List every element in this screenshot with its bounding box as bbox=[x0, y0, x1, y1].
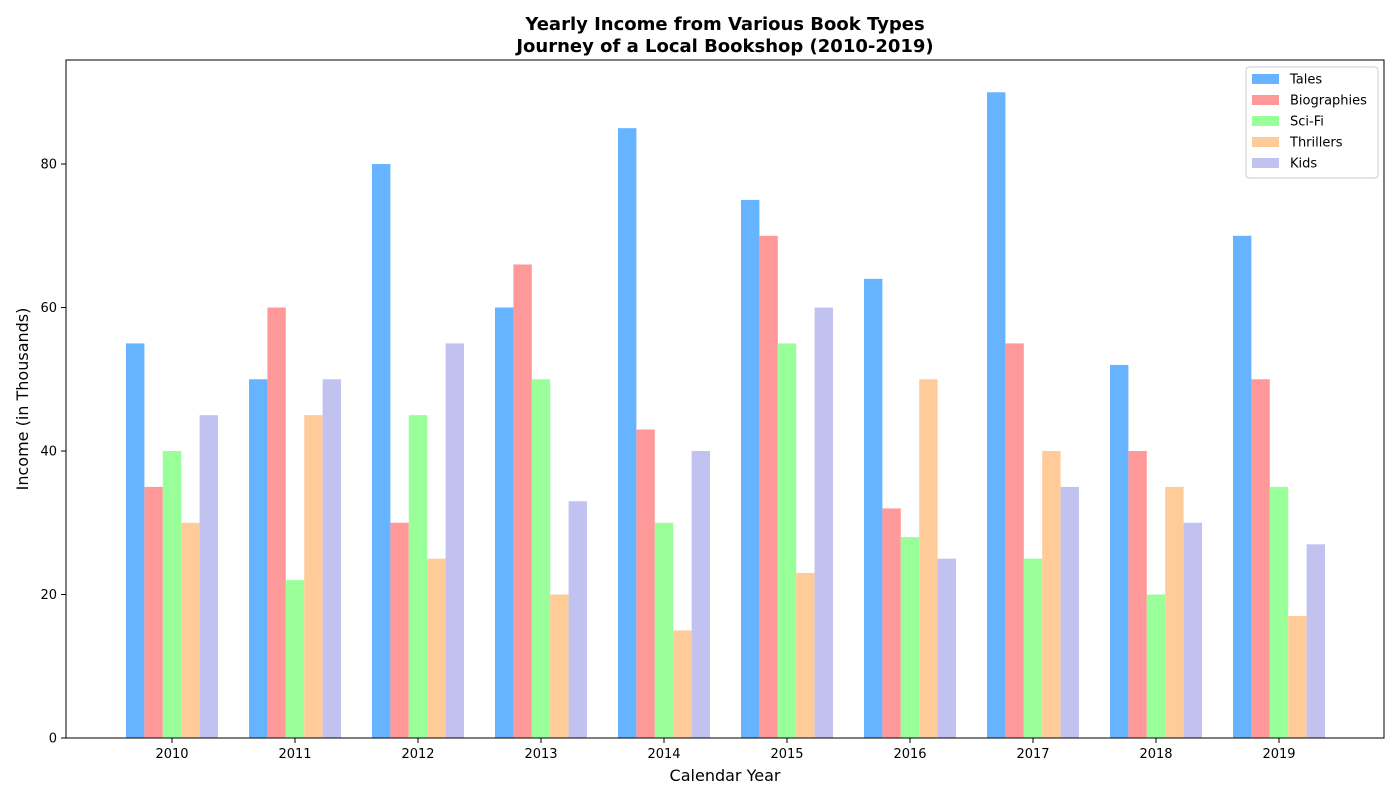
bar-thrillers-2015 bbox=[796, 572, 815, 738]
bar-sci-fi-2013 bbox=[531, 379, 551, 738]
bar-tales-2018 bbox=[1110, 364, 1129, 738]
x-tick-label: 2017 bbox=[1016, 747, 1049, 762]
legend-label-biographies: Biographies bbox=[1290, 94, 1367, 109]
bar-thrillers-2014 bbox=[673, 630, 692, 738]
legend-label-sci-fi: Sci-Fi bbox=[1290, 115, 1324, 130]
bar-kids-2010 bbox=[199, 415, 218, 738]
legend-label-kids: Kids bbox=[1290, 157, 1317, 172]
bar-biographies-2014 bbox=[636, 429, 655, 738]
x-tick-label: 2010 bbox=[155, 747, 188, 762]
x-tick-label: 2016 bbox=[893, 747, 926, 762]
plot-frame bbox=[65, 59, 1385, 739]
bar-biographies-2018 bbox=[1128, 451, 1147, 738]
legend-swatch-sci-fi bbox=[1252, 116, 1279, 126]
legend-label-thrillers: Thrillers bbox=[1289, 136, 1343, 151]
legend-label-tales: Tales bbox=[1289, 73, 1322, 88]
bar-tales-2017 bbox=[987, 92, 1006, 739]
bar-kids-2013 bbox=[568, 501, 587, 738]
bar-thrillers-2012 bbox=[427, 558, 446, 738]
bar-biographies-2015 bbox=[759, 235, 778, 738]
chart-title-line2: Journey of a Local Bookshop (2010-2019) bbox=[514, 36, 933, 57]
bar-kids-2019 bbox=[1306, 544, 1325, 738]
bar-sci-fi-2012 bbox=[408, 415, 428, 738]
bar-sci-fi-2015 bbox=[777, 343, 797, 738]
y-tick-label: 80 bbox=[40, 158, 57, 173]
bar-sci-fi-2017 bbox=[1023, 558, 1043, 738]
bar-thrillers-2013 bbox=[550, 594, 569, 738]
legend-box bbox=[1245, 66, 1379, 179]
bar-tales-2011 bbox=[249, 379, 268, 738]
bar-biographies-2013 bbox=[513, 264, 532, 738]
bar-tales-2012 bbox=[372, 164, 391, 738]
x-tick-label: 2015 bbox=[770, 747, 803, 762]
legend-swatch-kids bbox=[1252, 158, 1279, 168]
bar-kids-2012 bbox=[445, 343, 464, 738]
bar-kids-2011 bbox=[322, 379, 341, 738]
bar-sci-fi-2011 bbox=[285, 580, 305, 738]
bar-sci-fi-2019 bbox=[1269, 486, 1289, 738]
bar-tales-2014 bbox=[618, 128, 637, 738]
bar-sci-fi-2010 bbox=[162, 451, 182, 738]
bar-thrillers-2016 bbox=[919, 379, 938, 738]
bar-tales-2019 bbox=[1233, 235, 1252, 738]
bar-kids-2015 bbox=[814, 307, 833, 738]
bar-sci-fi-2014 bbox=[654, 522, 674, 738]
bar-thrillers-2011 bbox=[304, 415, 323, 738]
y-tick-label: 0 bbox=[49, 732, 57, 747]
bar-kids-2014 bbox=[691, 451, 710, 738]
bar-sci-fi-2016 bbox=[900, 537, 920, 738]
bar-thrillers-2010 bbox=[181, 522, 200, 738]
y-tick-label: 20 bbox=[40, 588, 57, 603]
bar-kids-2017 bbox=[1060, 486, 1079, 738]
bar-biographies-2010 bbox=[144, 486, 163, 738]
legend: Tales Biographies Sci-Fi Thrillers Kids bbox=[1245, 66, 1379, 179]
x-tick-label: 2019 bbox=[1262, 747, 1295, 762]
bar-kids-2018 bbox=[1183, 522, 1202, 738]
y-axis-label: Income (in Thousands) bbox=[13, 308, 32, 491]
x-ticks-group: 2010 2011 2012 2013 2014 2015 2016 2017 2018 2019 bbox=[155, 738, 1296, 762]
bar-biographies-2019 bbox=[1251, 379, 1270, 738]
x-tick-label: 2018 bbox=[1139, 747, 1172, 762]
bar-biographies-2016 bbox=[882, 508, 901, 738]
bar-sci-fi-2018 bbox=[1146, 594, 1166, 738]
x-axis-label: Calendar Year bbox=[670, 766, 781, 785]
legend-swatch-tales bbox=[1252, 74, 1279, 84]
y-tick-label: 40 bbox=[40, 445, 57, 460]
legend-swatch-thrillers bbox=[1252, 137, 1279, 147]
legend-swatch-biographies bbox=[1252, 95, 1279, 105]
bar-tales-2016 bbox=[864, 278, 883, 738]
bar-tales-2013 bbox=[495, 307, 514, 738]
bar-biographies-2017 bbox=[1005, 343, 1024, 738]
x-tick-label: 2012 bbox=[401, 747, 434, 762]
bar-kids-2016 bbox=[937, 558, 956, 738]
bar-tales-2010 bbox=[126, 343, 145, 738]
bar-tales-2015 bbox=[741, 199, 760, 738]
y-ticks-group: 0 20 40 60 80 bbox=[40, 158, 66, 747]
bar-thrillers-2019 bbox=[1288, 616, 1307, 738]
chart-title-line1: Yearly Income from Various Book Types bbox=[524, 14, 924, 35]
x-tick-label: 2014 bbox=[647, 747, 680, 762]
y-tick-label: 60 bbox=[40, 301, 57, 316]
bars-group bbox=[126, 92, 1325, 739]
bar-biographies-2011 bbox=[267, 307, 286, 738]
bar-thrillers-2018 bbox=[1165, 486, 1184, 738]
bar-thrillers-2017 bbox=[1042, 451, 1061, 738]
x-tick-label: 2011 bbox=[278, 747, 311, 762]
bar-biographies-2012 bbox=[390, 522, 409, 738]
x-tick-label: 2013 bbox=[524, 747, 557, 762]
